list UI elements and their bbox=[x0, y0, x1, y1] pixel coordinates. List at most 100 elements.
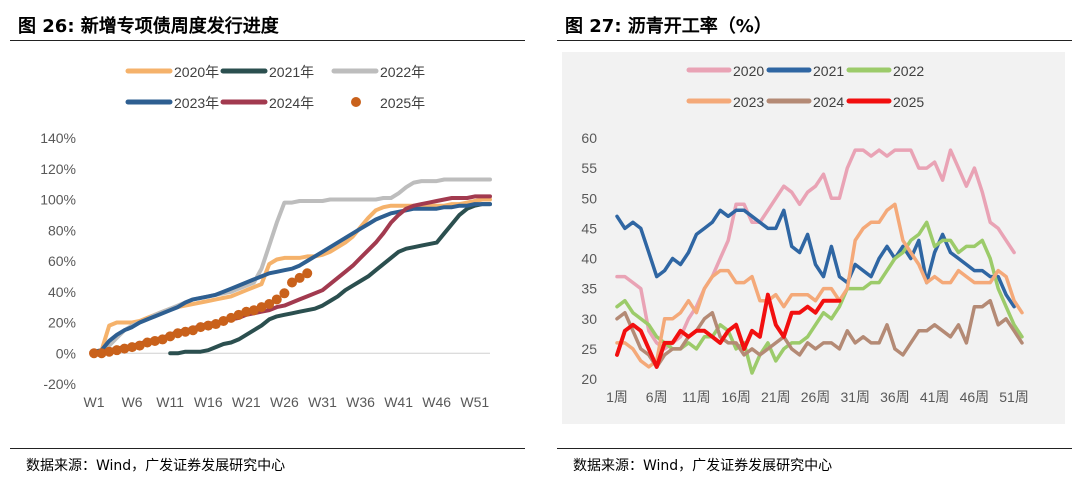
series-2025-point bbox=[233, 309, 244, 320]
series-2025-point bbox=[294, 272, 305, 283]
x-tick-label: W51 bbox=[460, 394, 489, 410]
series-2025-point bbox=[241, 306, 252, 317]
series-2025-point bbox=[279, 288, 290, 299]
y-tick-label: 80% bbox=[48, 222, 76, 238]
y-tick-label: 140% bbox=[40, 130, 76, 146]
y-tick-label: 60 bbox=[581, 130, 597, 146]
series-2025-point bbox=[195, 322, 206, 333]
x-tick-label: 6周 bbox=[646, 389, 668, 405]
series-line-2021 bbox=[168, 202, 492, 356]
y-tick-label: 35 bbox=[581, 281, 597, 297]
legend-label-2023: 2023年 bbox=[174, 95, 219, 111]
y-tick-label: 100% bbox=[40, 192, 76, 208]
x-tick-label: 36周 bbox=[880, 389, 910, 405]
series-line-2025 bbox=[615, 292, 842, 369]
y-tick-label: 55 bbox=[581, 160, 597, 176]
legend-label-2023: 2023 bbox=[733, 94, 764, 110]
y-tick-label: 25 bbox=[581, 341, 597, 357]
series-2025-point bbox=[165, 331, 176, 342]
series-2025-point bbox=[264, 299, 275, 310]
series-2025-point bbox=[302, 268, 313, 279]
plot-background bbox=[562, 52, 1065, 424]
legend-label-2022: 2022 bbox=[893, 63, 924, 79]
series-2025-point bbox=[271, 294, 282, 305]
right-chart-title: 图 27: 沥青开工率（%） bbox=[565, 16, 772, 37]
x-tick-label: W36 bbox=[346, 394, 375, 410]
y-tick-label: 20 bbox=[581, 371, 597, 387]
x-tick-label: W6 bbox=[122, 394, 143, 410]
x-tick-label: W1 bbox=[84, 394, 105, 410]
legend-label-2020: 2020 bbox=[733, 63, 764, 79]
y-tick-label: -20% bbox=[43, 376, 76, 392]
series-line-2021 bbox=[615, 208, 1016, 309]
y-tick-label: 45 bbox=[581, 220, 597, 236]
legend-label-2022: 2022年 bbox=[380, 64, 425, 80]
x-tick-label: W46 bbox=[422, 394, 451, 410]
series-2025-point bbox=[188, 325, 198, 336]
y-tick-label: 60% bbox=[48, 253, 76, 269]
series-2025-point bbox=[89, 348, 99, 359]
x-tick-label: 21周 bbox=[761, 389, 791, 405]
left-chart-title: 图 26: 新增专项债周度发行进度 bbox=[18, 16, 279, 37]
x-tick-label: 31周 bbox=[840, 389, 870, 405]
y-tick-label: 0% bbox=[56, 345, 76, 361]
left-source-note: 数据来源：Wind，广发证券发展研究中心 bbox=[26, 458, 286, 474]
y-tick-label: 30 bbox=[581, 311, 597, 327]
x-tick-label: 46周 bbox=[960, 389, 990, 405]
y-tick-label: 120% bbox=[40, 161, 76, 177]
legend-label-2025: 2025 bbox=[893, 94, 924, 110]
x-tick-label: 16周 bbox=[721, 389, 751, 405]
legend-label-2020: 2020年 bbox=[174, 64, 219, 80]
series-2025-point bbox=[210, 319, 221, 330]
series-2025-point bbox=[111, 345, 122, 356]
x-tick-label: W11 bbox=[156, 394, 184, 410]
legend-swatch-2025 bbox=[351, 97, 361, 107]
series-2025-point bbox=[218, 315, 229, 326]
series-2025-point bbox=[248, 305, 259, 316]
series-line-2024 bbox=[92, 194, 492, 356]
x-tick-label: W41 bbox=[384, 394, 413, 410]
left-chart-panel: 图 26: 新增专项债周度发行进度 -20% 0% 20% 40% 60% 80% 100%… bbox=[10, 0, 525, 489]
x-tick-label: 41周 bbox=[920, 389, 950, 405]
series-line-2023 bbox=[615, 202, 1024, 369]
series-line-2023 bbox=[92, 202, 492, 354]
right-source-rule bbox=[557, 448, 1072, 449]
legend-label-2024: 2024年 bbox=[269, 95, 314, 111]
right-title-rule bbox=[557, 40, 1072, 41]
y-tick-label: 50 bbox=[581, 190, 597, 206]
legend-label-2024: 2024 bbox=[813, 94, 844, 110]
y-tick-label: 40% bbox=[48, 284, 76, 300]
legend-label-2021: 2021年 bbox=[269, 64, 314, 80]
series-2025-point bbox=[119, 343, 130, 354]
series-line-2020 bbox=[92, 197, 492, 354]
series-line-2024 bbox=[615, 298, 1024, 369]
legend-label-2025: 2025年 bbox=[380, 95, 425, 111]
special-bond-issuance-chart: -20% 0% 20% 40% 60% 80% 100% 120% 140% W1 W6 W11 W16… bbox=[40, 64, 492, 410]
series-2025-point bbox=[96, 348, 107, 359]
x-tick-label: 11周 bbox=[682, 389, 711, 405]
x-tick-label: W26 bbox=[270, 394, 299, 410]
left-title-rule bbox=[10, 40, 525, 41]
series-2025-point bbox=[256, 302, 267, 313]
x-tick-label: 51周 bbox=[999, 389, 1029, 405]
series-2025-point bbox=[134, 340, 145, 351]
series-2025-point bbox=[157, 334, 168, 345]
series-2025-point bbox=[127, 342, 138, 353]
series-2025-point bbox=[149, 335, 160, 346]
x-tick-label: 1周 bbox=[606, 389, 628, 405]
y-tick-label: 20% bbox=[48, 315, 76, 331]
series-2025-point bbox=[180, 326, 191, 337]
x-tick-label: W31 bbox=[308, 394, 337, 410]
series-2025-point bbox=[287, 277, 297, 288]
series-2025-point bbox=[226, 312, 237, 323]
series-2025-point bbox=[142, 337, 153, 348]
y-tick-label: 40 bbox=[581, 251, 597, 267]
right-source-note: 数据来源：Wind，广发证券发展研究中心 bbox=[573, 458, 833, 474]
x-tick-label: W21 bbox=[232, 394, 261, 410]
series-2025-point bbox=[104, 346, 115, 357]
x-tick-label: 26周 bbox=[801, 389, 831, 405]
series-2025-point bbox=[203, 320, 214, 331]
x-tick-label: W16 bbox=[194, 394, 223, 410]
series-2025-point bbox=[172, 328, 183, 339]
